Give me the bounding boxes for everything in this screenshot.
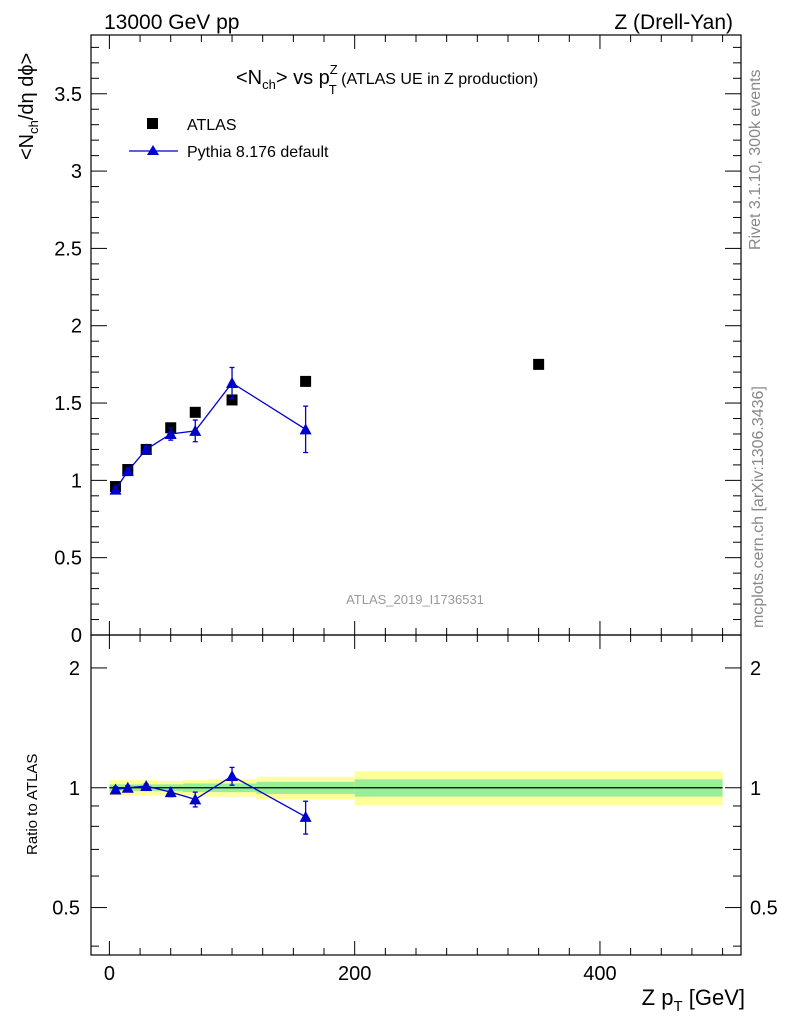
y-tick-label: 3 [71, 161, 82, 183]
pythia-data-point [189, 424, 202, 436]
side-label-bottom: mcplots.cern.ch [arXiv:1306.3436] [750, 386, 767, 628]
pythia-data-point [140, 443, 153, 455]
ratio-y-tick-label-right: 2 [750, 658, 761, 680]
header-left: 13000 GeV pp [104, 11, 239, 34]
pythia-data-point [121, 465, 134, 477]
y-tick-label: 2 [71, 316, 82, 338]
y-tick-label: 0 [71, 625, 82, 647]
y-label-sub: ch [26, 120, 41, 134]
axes-layer: 0 200 400 0 0.5 1 1.5 2 2.5 3 3.5 0.5 0.5 1 1 2 2 [52, 34, 778, 985]
ratio-y-tick-label: 0.5 [52, 898, 80, 920]
ratio-pythia-point [226, 770, 239, 782]
title-suffix: (ATLAS UE in Z production) [337, 71, 539, 88]
pythia-series-line [114, 382, 306, 490]
y-axis-label-ratio: Ratio to ATLAS [24, 754, 41, 855]
chart-title: <Nch> vs pZ T (ATLAS UE in Z production) [236, 62, 538, 97]
ratio-pythia-point [121, 781, 134, 793]
legend-atlas-label: ATLAS [187, 117, 237, 134]
pythia-data-point [226, 376, 239, 388]
analysis-watermark: ATLAS_2019_I1736531 [346, 592, 484, 607]
y-tick-label: 2.5 [54, 238, 82, 260]
atlas-data-point [533, 358, 545, 370]
title-prefix-sub: ch [262, 77, 276, 92]
atlas-data-point [300, 375, 312, 387]
ratio-pythia-point [109, 783, 122, 795]
legend-atlas-marker [147, 118, 158, 129]
pythia-data-point [164, 427, 177, 439]
side-label-top: Rivet 3.1.10, 300k events [747, 69, 764, 250]
x-tick-label: 200 [338, 963, 371, 985]
title-prefix: <N [236, 67, 262, 89]
ratio-y-tick-label-right: 0.5 [750, 898, 778, 920]
x-tick-label: 400 [583, 963, 616, 985]
y-label-part-a: <N [16, 134, 38, 160]
legend-pythia-label: Pythia 8.176 default [187, 144, 329, 161]
ratio-y-tick-label: 1 [69, 778, 80, 800]
y-tick-label: 1.5 [54, 393, 82, 415]
atlas-data-point [189, 406, 201, 418]
y-label-part-b: /dη dϕ> [16, 53, 38, 120]
pythia-data-point [299, 423, 312, 435]
title-sup: Z [330, 62, 338, 77]
ratio-pythia-point [299, 810, 312, 822]
pythia-data-point [109, 483, 122, 495]
x-axis-label: Z pT [GeV] [642, 985, 745, 1015]
ratio-uncertainty-bands [109, 771, 723, 806]
legend-pythia-marker [147, 145, 159, 155]
y-axis-label-main: <Nch/dη dϕ> [16, 53, 41, 160]
title-middle: > vs p [276, 67, 330, 89]
data-marks [109, 358, 545, 835]
y-tick-label: 1 [71, 470, 82, 492]
ratio-y-tick-label: 2 [69, 658, 80, 680]
title-sub: T [329, 82, 337, 97]
header-right: Z (Drell-Yan) [614, 11, 733, 34]
y-tick-label: 0.5 [54, 548, 82, 570]
ratio-y-tick-label-right: 1 [750, 778, 761, 800]
x-label-main: Z p [642, 985, 674, 1010]
x-tick-label: 0 [104, 963, 115, 985]
y-tick-label: 3.5 [54, 84, 82, 106]
x-label-unit: [GeV] [683, 985, 745, 1010]
atlas-data-point [226, 394, 238, 406]
ratio-pythia-point [140, 780, 153, 792]
ratio-pythia-point [164, 786, 177, 798]
x-label-sub: T [673, 998, 682, 1015]
ratio-pythia-point [189, 793, 202, 805]
